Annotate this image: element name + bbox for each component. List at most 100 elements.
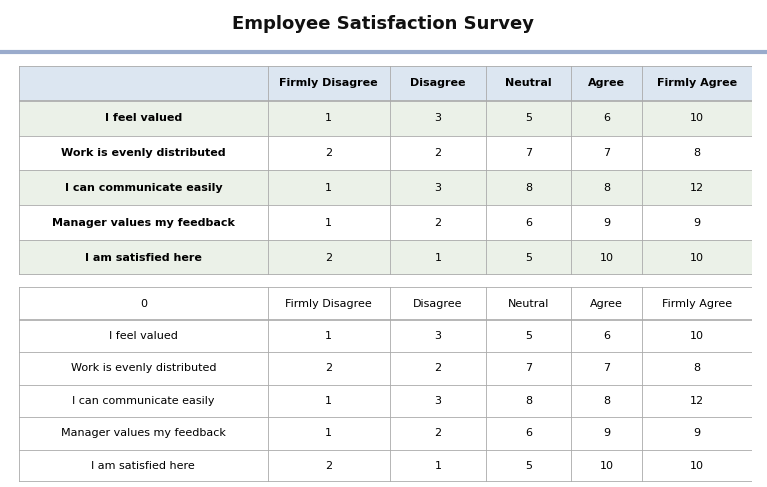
Bar xyxy=(390,417,486,450)
Bar xyxy=(19,385,268,417)
Bar xyxy=(571,287,642,320)
Text: 1: 1 xyxy=(325,331,332,341)
Text: 1: 1 xyxy=(325,218,332,228)
Text: 1: 1 xyxy=(325,429,332,438)
Text: 7: 7 xyxy=(525,363,532,374)
Text: 1: 1 xyxy=(325,396,332,406)
Text: Work is evenly distributed: Work is evenly distributed xyxy=(71,363,216,374)
Bar xyxy=(642,135,752,170)
Text: 10: 10 xyxy=(690,113,704,123)
Bar xyxy=(486,101,571,135)
Text: I can communicate easily: I can communicate easily xyxy=(72,396,215,406)
Text: I can communicate easily: I can communicate easily xyxy=(64,183,222,193)
Bar xyxy=(486,66,571,101)
Bar xyxy=(571,385,642,417)
Bar xyxy=(486,206,571,240)
Bar xyxy=(268,417,390,450)
Bar xyxy=(486,287,571,320)
Text: 8: 8 xyxy=(693,363,700,374)
Bar xyxy=(486,450,571,482)
Text: Agree: Agree xyxy=(588,78,625,88)
Text: 7: 7 xyxy=(603,148,610,158)
Bar xyxy=(19,101,268,135)
Bar xyxy=(486,240,571,275)
Text: 5: 5 xyxy=(525,113,532,123)
Text: 9: 9 xyxy=(603,429,610,438)
Bar xyxy=(19,170,268,206)
Bar xyxy=(486,320,571,352)
Bar xyxy=(642,320,752,352)
Text: 7: 7 xyxy=(525,148,532,158)
Bar xyxy=(390,206,486,240)
Bar xyxy=(268,66,390,101)
Text: 3: 3 xyxy=(435,331,442,341)
Text: 12: 12 xyxy=(690,396,704,406)
Bar xyxy=(19,287,268,320)
Bar xyxy=(268,320,390,352)
Text: 3: 3 xyxy=(435,183,442,193)
Bar xyxy=(19,320,268,352)
Bar xyxy=(642,240,752,275)
Bar xyxy=(571,170,642,206)
Bar xyxy=(390,66,486,101)
Text: 2: 2 xyxy=(325,461,332,471)
Bar xyxy=(268,352,390,385)
Text: 2: 2 xyxy=(325,363,332,374)
Bar xyxy=(268,385,390,417)
Bar xyxy=(642,385,752,417)
Bar xyxy=(390,450,486,482)
Bar xyxy=(642,101,752,135)
Text: 6: 6 xyxy=(603,113,610,123)
Text: Manager values my feedback: Manager values my feedback xyxy=(52,218,235,228)
Bar xyxy=(19,240,268,275)
Bar xyxy=(19,417,268,450)
Bar xyxy=(19,450,268,482)
Bar xyxy=(19,206,268,240)
Text: I feel valued: I feel valued xyxy=(109,331,178,341)
Bar xyxy=(571,135,642,170)
Text: 10: 10 xyxy=(690,331,704,341)
Bar xyxy=(642,170,752,206)
Text: 8: 8 xyxy=(603,183,610,193)
Bar xyxy=(390,385,486,417)
Bar xyxy=(571,417,642,450)
Text: 6: 6 xyxy=(525,218,532,228)
Bar xyxy=(390,101,486,135)
Bar xyxy=(571,240,642,275)
Text: 2: 2 xyxy=(434,218,442,228)
Bar xyxy=(571,66,642,101)
Bar xyxy=(390,240,486,275)
Text: 7: 7 xyxy=(603,363,610,374)
Text: 5: 5 xyxy=(525,461,532,471)
Text: 3: 3 xyxy=(435,396,442,406)
Bar xyxy=(486,170,571,206)
Bar xyxy=(19,352,268,385)
Bar xyxy=(268,170,390,206)
Bar xyxy=(390,135,486,170)
Text: 9: 9 xyxy=(693,429,700,438)
Text: 2: 2 xyxy=(434,429,442,438)
Text: 10: 10 xyxy=(690,461,704,471)
Text: 2: 2 xyxy=(325,253,332,262)
Text: I am satisfied here: I am satisfied here xyxy=(85,253,202,262)
Bar xyxy=(642,450,752,482)
Bar xyxy=(390,287,486,320)
Bar xyxy=(268,450,390,482)
Text: 1: 1 xyxy=(325,183,332,193)
Text: 12: 12 xyxy=(690,183,704,193)
Bar xyxy=(390,320,486,352)
Bar xyxy=(571,101,642,135)
Text: Employee Satisfaction Survey: Employee Satisfaction Survey xyxy=(232,15,535,33)
Text: Firmly Disagree: Firmly Disagree xyxy=(279,78,378,88)
Bar xyxy=(571,352,642,385)
Bar xyxy=(390,352,486,385)
Bar xyxy=(642,417,752,450)
Text: 1: 1 xyxy=(435,461,442,471)
Text: 6: 6 xyxy=(525,429,532,438)
Text: Firmly Agree: Firmly Agree xyxy=(657,78,737,88)
Bar xyxy=(268,135,390,170)
Text: 0: 0 xyxy=(140,299,146,309)
Bar xyxy=(268,287,390,320)
Text: 8: 8 xyxy=(525,183,532,193)
Text: I am satisfied here: I am satisfied here xyxy=(91,461,196,471)
